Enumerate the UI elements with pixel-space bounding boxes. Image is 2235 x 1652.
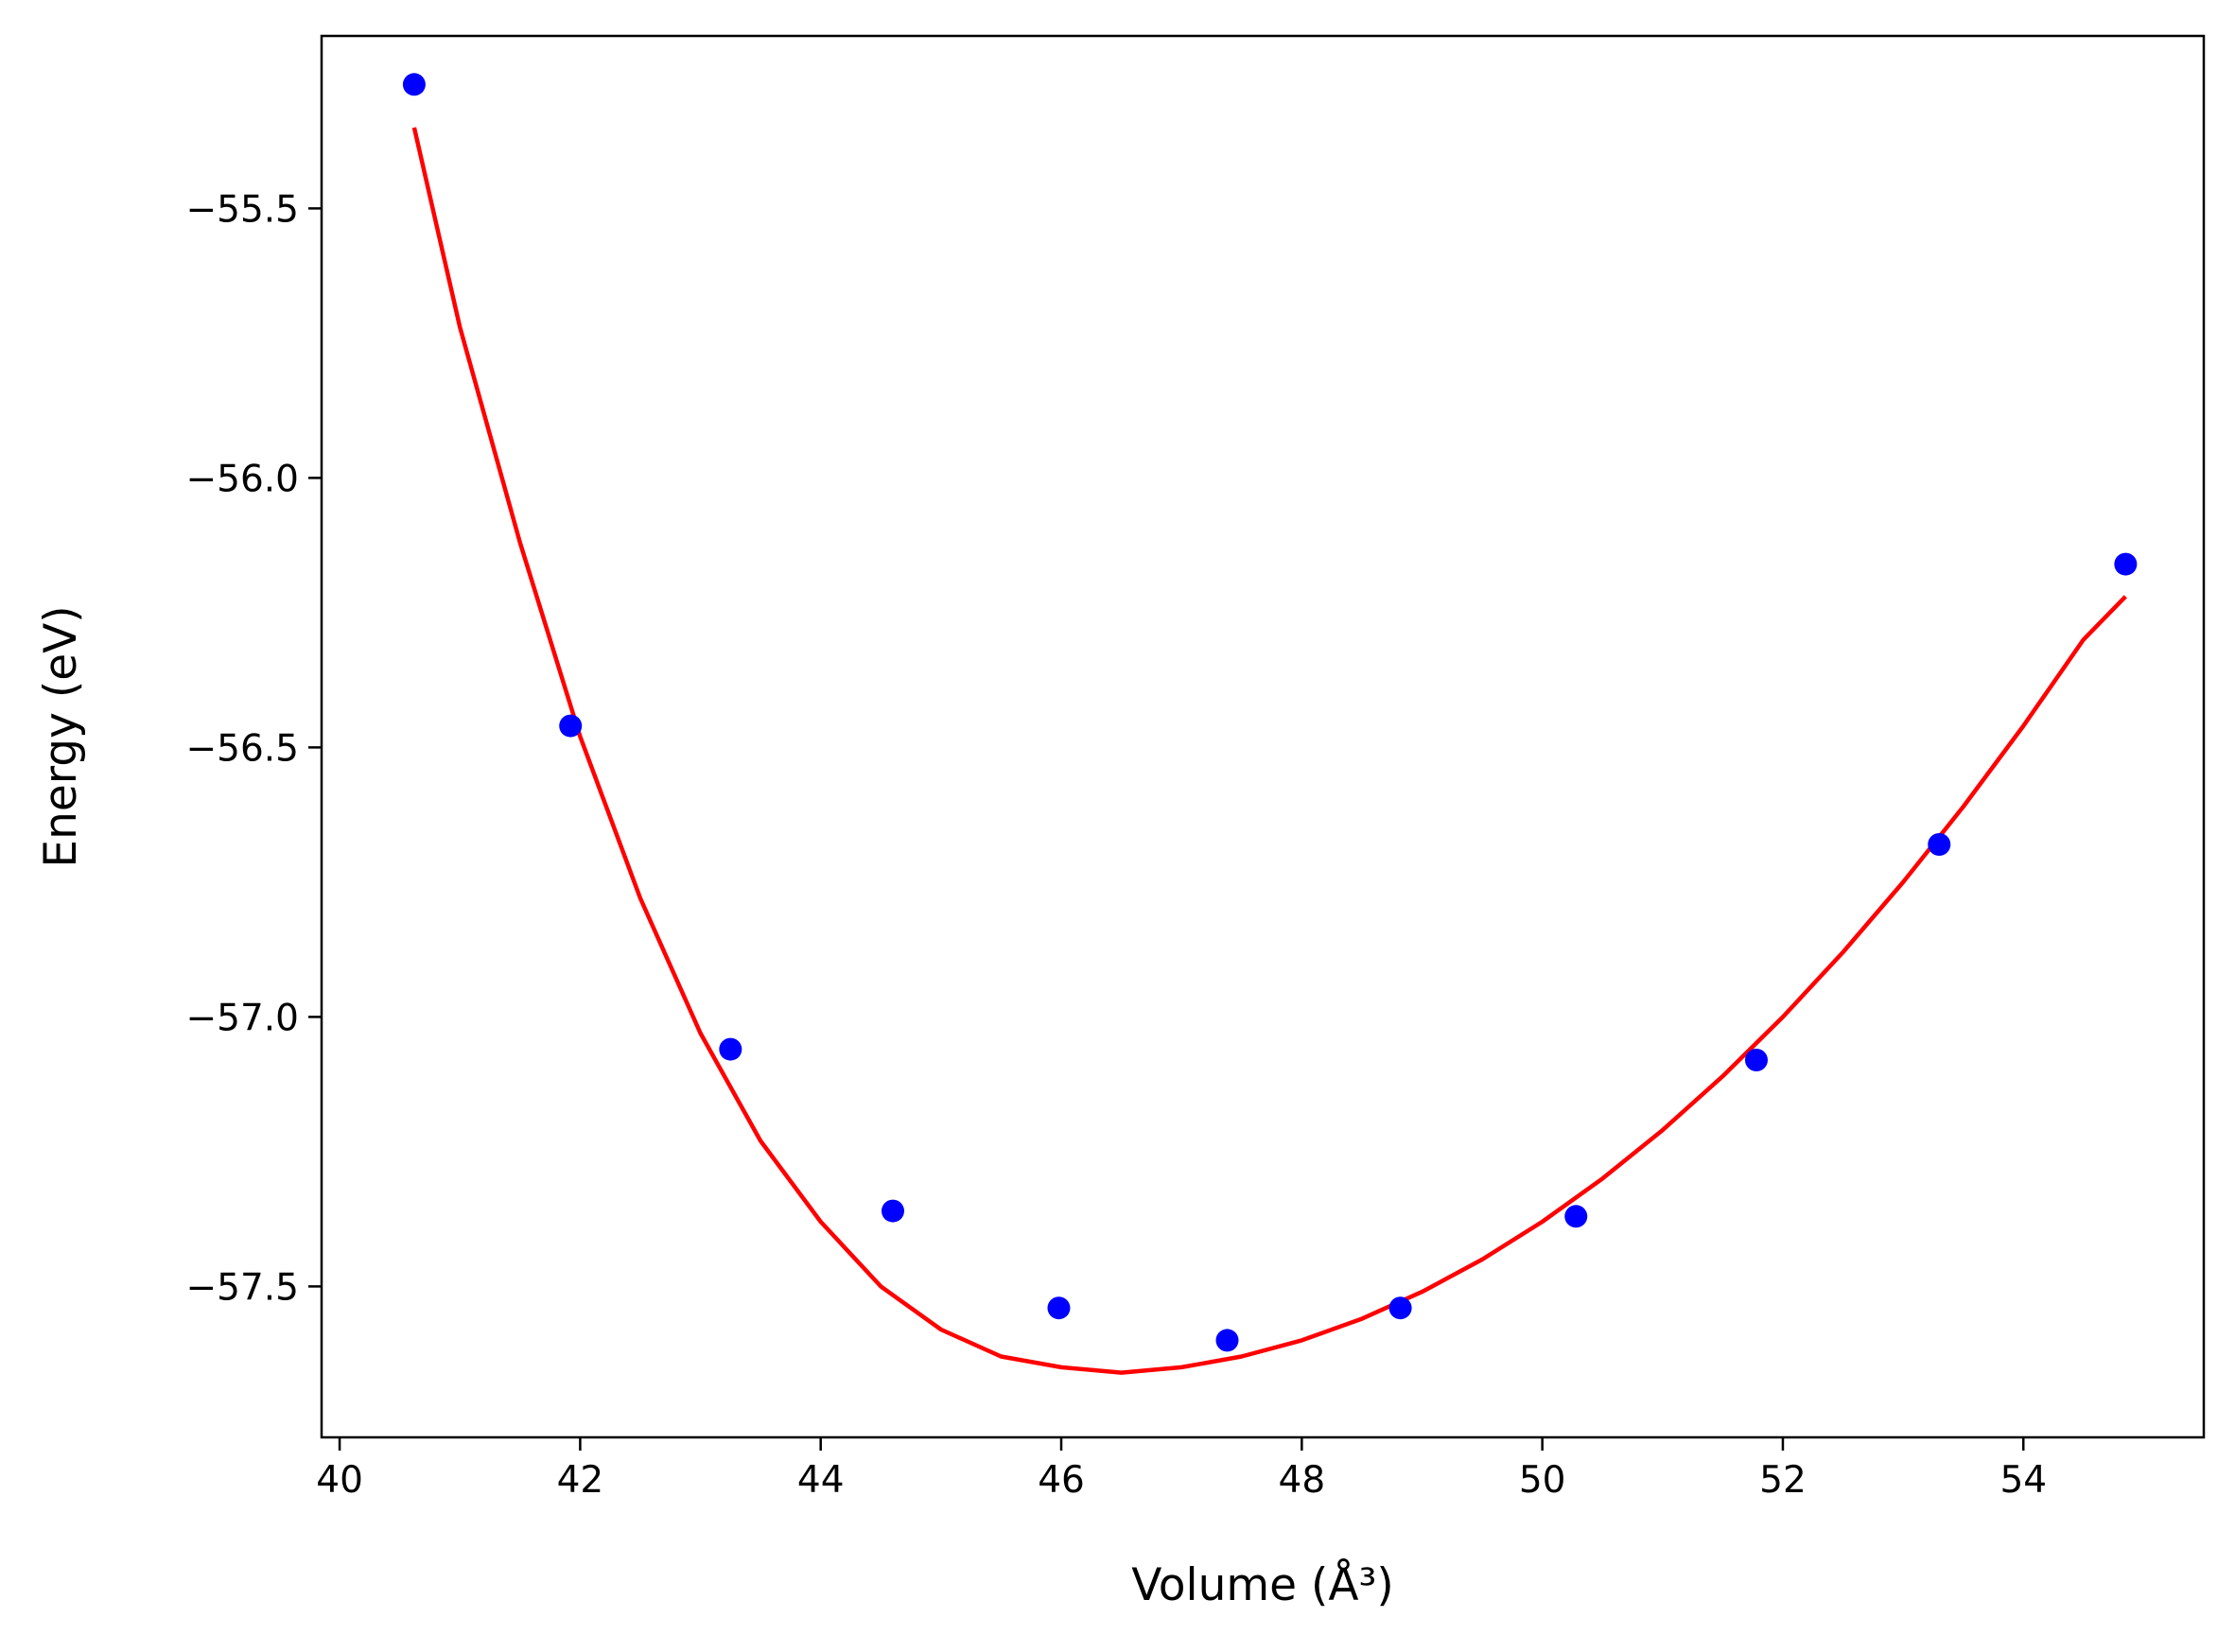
data-point bbox=[1388, 1296, 1412, 1320]
data-point bbox=[1744, 1049, 1768, 1071]
x-tick-label: 46 bbox=[1038, 1459, 1085, 1502]
x-tick-label: 40 bbox=[316, 1459, 363, 1502]
x-axis-label: Volume (Å³) bbox=[1131, 1559, 1393, 1611]
ticks: 40 42 44 46 48 50 52 54 −55.5 −56.0 −56.5 −57.0 −57.… bbox=[185, 188, 2047, 1502]
y-tick-label: −57.0 bbox=[185, 997, 299, 1039]
x-tick-label: 52 bbox=[1759, 1459, 1807, 1502]
x-tick-label: 44 bbox=[797, 1459, 845, 1502]
y-tick-label: −56.5 bbox=[185, 727, 299, 770]
data-point bbox=[2114, 552, 2138, 576]
axes-frame bbox=[320, 34, 2206, 1439]
data-point bbox=[559, 714, 583, 738]
data-point bbox=[881, 1199, 904, 1223]
x-tick-label: 50 bbox=[1519, 1459, 1566, 1502]
x-tick-label: 54 bbox=[1999, 1459, 2047, 1502]
y-tick-label: −55.5 bbox=[185, 188, 299, 231]
data-point bbox=[1215, 1329, 1239, 1352]
x-tick-label: 42 bbox=[557, 1459, 604, 1502]
y-tick-label: −56.0 bbox=[185, 458, 299, 500]
data-point bbox=[719, 1037, 742, 1061]
data-point bbox=[1047, 1296, 1071, 1320]
fit-curve bbox=[411, 127, 2127, 1375]
x-tick-label: 48 bbox=[1279, 1459, 1326, 1502]
plot-area bbox=[402, 73, 2138, 1375]
y-axis-label: Energy (eV) bbox=[35, 605, 87, 867]
data-point bbox=[1564, 1205, 1588, 1228]
y-tick-label: −57.5 bbox=[185, 1266, 299, 1309]
data-point bbox=[402, 73, 426, 96]
data-point bbox=[1928, 833, 1951, 856]
